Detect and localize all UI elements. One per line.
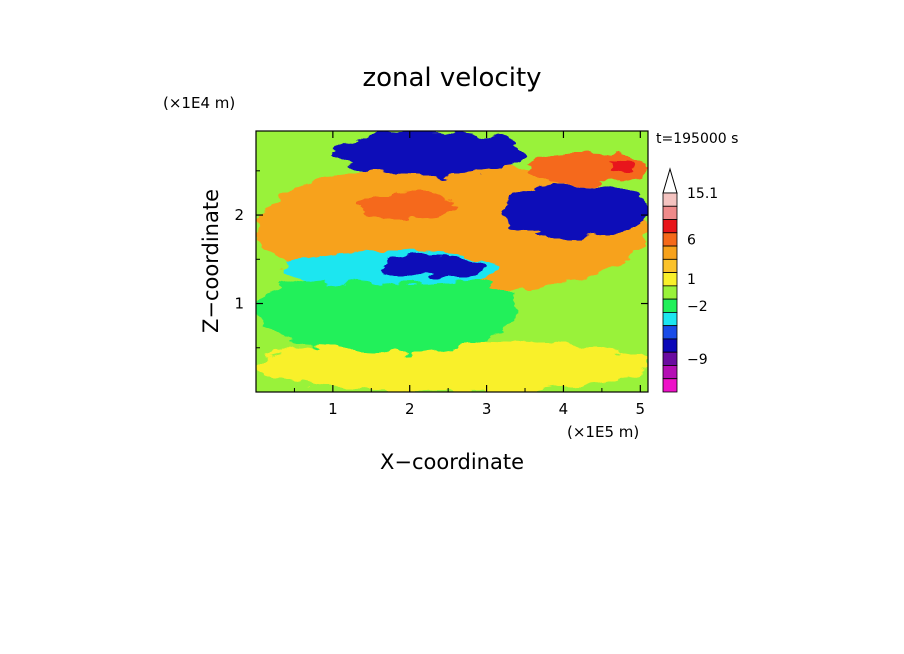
y-tick-label-0: 1 [234, 295, 244, 313]
colorbar-label-0: 15.1 [687, 186, 718, 202]
x-tick-label-3: 4 [559, 400, 569, 418]
colorbar-swatch-2 [662, 219, 678, 234]
colorbar-label-3: −2 [687, 299, 708, 315]
contour-field [256, 131, 648, 392]
contour-band-7 [355, 192, 456, 220]
colorbar-swatch-8 [662, 298, 678, 313]
colorbar-swatch-11 [662, 338, 678, 353]
colorbar-swatch-10 [662, 325, 678, 340]
colorbar-swatch-12 [662, 351, 678, 366]
colorbar-swatch-9 [662, 311, 678, 327]
colorbar-label-4: −9 [687, 352, 708, 368]
x-tick-label-4: 5 [636, 400, 646, 418]
colorbar-swatch-6 [662, 272, 678, 287]
colorbar-extend-arrow [662, 167, 678, 194]
contour-band-8 [525, 153, 648, 185]
y-axis-label: Z−coordinate [199, 189, 223, 333]
x-axis: 1 2 3 4 5 [293, 131, 646, 418]
plot-frame [255, 130, 649, 393]
colorbar-swatch-5 [662, 258, 678, 274]
y-tick-label-1: 2 [234, 206, 244, 224]
x-tick-label-1: 2 [405, 400, 415, 418]
chart-title: zonal velocity [362, 63, 541, 93]
x-axis-label: X−coordinate [380, 450, 524, 474]
colorbar-swatch-4 [662, 245, 678, 260]
x-scale-label: (×1E5 m) [567, 423, 639, 441]
y-scale-label: (×1E4 m) [163, 94, 235, 112]
colorbar-swatch-1 [662, 205, 678, 220]
colorbar-swatch-0 [662, 192, 678, 207]
x-tick-label-2: 3 [482, 400, 492, 418]
colorbar-label-1: 6 [687, 232, 696, 248]
colorbar-swatch-3 [662, 232, 678, 247]
colorbar-swatch-13 [662, 365, 678, 380]
contour-band-4 [332, 131, 526, 176]
colorbar-swatch-14 [662, 378, 678, 393]
time-label: t=195000 s [656, 131, 738, 147]
contour-band-6 [378, 254, 487, 277]
contour-bands [256, 131, 648, 392]
contour-band-1 [256, 338, 648, 392]
colorbar: 15.1 6 1 −2 −9 [662, 167, 718, 393]
colorbar-label-2: 1 [687, 272, 696, 288]
x-tick-label-0: 1 [328, 400, 338, 418]
colorbar-swatch-7 [662, 285, 678, 300]
contour-band-2 [256, 268, 518, 353]
y-axis: 12 [234, 170, 648, 349]
contour-band-9 [609, 161, 637, 171]
contour-band-5 [501, 184, 648, 238]
